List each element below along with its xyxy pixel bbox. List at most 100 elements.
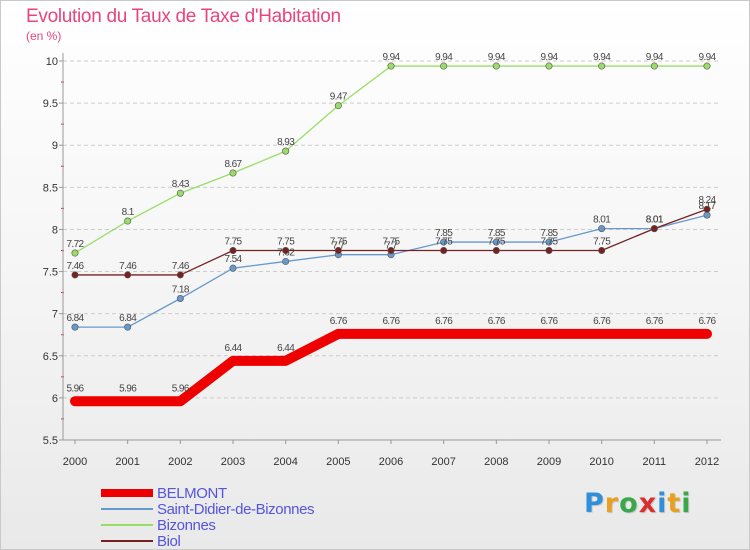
- data-point: [282, 247, 290, 255]
- legend-label: BELMONT: [157, 484, 227, 502]
- x-tick-label: 2000: [63, 456, 87, 468]
- data-point: [176, 189, 184, 197]
- legend-item: Biol: [101, 533, 314, 549]
- data-point: [334, 247, 342, 255]
- data-label: 7.75: [488, 237, 506, 248]
- data-point: [282, 147, 290, 155]
- data-label: 9.94: [540, 52, 558, 63]
- data-label: 7.18: [172, 285, 190, 296]
- data-label: 5.96: [66, 383, 84, 394]
- data-label: 8.93: [277, 137, 295, 148]
- data-point: [492, 238, 500, 246]
- data-label: 7.46: [119, 261, 137, 272]
- series-line-belmont: [70, 328, 712, 407]
- data-point: [71, 271, 79, 279]
- data-label: 6.44: [277, 343, 295, 354]
- data-label: 7.85: [488, 228, 506, 239]
- data-label: 6.76: [646, 316, 664, 327]
- data-label: 9.94: [382, 52, 400, 63]
- series-line-bizonnes: [74, 65, 708, 254]
- data-point: [229, 247, 237, 255]
- data-label: 9.94: [488, 52, 506, 63]
- data-label: 7.75: [382, 237, 400, 248]
- data-label: 6.76: [540, 316, 558, 327]
- data-point: [71, 323, 79, 331]
- x-tick-label: 2003: [221, 456, 245, 468]
- chart-legend: BELMONT Saint-Didier-de-Bizonnes Bizonnes B…: [101, 484, 315, 549]
- data-label: 7.54: [224, 254, 242, 265]
- data-label: 7.7: [385, 241, 398, 252]
- data-label: 7.75: [224, 237, 242, 248]
- data-label: 7.75: [435, 237, 453, 248]
- legend-label: Bizonnes: [157, 516, 216, 534]
- data-label: 6.84: [119, 313, 137, 324]
- data-label: 9.47: [330, 92, 348, 103]
- x-tick-label: 2001: [115, 456, 139, 468]
- data-label: 6.76: [593, 316, 611, 327]
- data-point: [282, 257, 290, 265]
- data-point: [545, 238, 553, 246]
- data-label: 8.43: [172, 179, 190, 190]
- legend-item: BELMONT: [101, 484, 314, 502]
- legend-item: Bizonnes: [101, 516, 314, 534]
- y-tick-label: 6: [52, 393, 58, 405]
- data-label: 7.75: [277, 237, 295, 248]
- x-tick-label: 2002: [168, 456, 192, 468]
- data-point: [124, 217, 132, 225]
- legend-swatch: [101, 508, 153, 510]
- x-tick-label: 2007: [431, 456, 455, 468]
- legend-swatch: [101, 489, 153, 497]
- data-label: 7.46: [172, 261, 190, 272]
- data-label: 7.75: [330, 237, 348, 248]
- data-point: [440, 238, 448, 246]
- y-tick-label: 9: [52, 140, 58, 152]
- data-label: 8.01: [646, 215, 664, 226]
- data-label: 6.76: [698, 316, 716, 327]
- proxiti-logo: Proxiti: [584, 488, 692, 519]
- x-tick-label: 2011: [643, 456, 667, 468]
- data-point: [176, 271, 184, 279]
- legend-label: Saint-Didier-de-Bizonnes: [157, 500, 315, 518]
- y-tick-label: 7: [52, 309, 58, 321]
- chart-unit-label: (en %): [26, 29, 62, 43]
- data-point: [440, 247, 448, 255]
- data-label: 6.44: [224, 343, 242, 354]
- data-point: [598, 225, 606, 233]
- data-label: 5.96: [172, 383, 190, 394]
- x-tick-label: 2009: [537, 456, 561, 468]
- data-point: [492, 247, 500, 255]
- data-label: 7.46: [66, 261, 84, 272]
- x-tick-label: 2004: [273, 456, 297, 468]
- y-tick-label: 8: [52, 224, 58, 236]
- data-label: 8.1: [122, 207, 135, 218]
- data-point: [703, 211, 711, 219]
- x-tick-label: 2005: [326, 456, 350, 468]
- data-point: [598, 62, 606, 70]
- data-label: 8.67: [224, 159, 242, 170]
- data-label: 7.7: [332, 241, 345, 252]
- y-tick-label: 7.5: [43, 267, 58, 279]
- data-point: [545, 247, 553, 255]
- data-label: 8.24: [698, 195, 716, 206]
- data-point: [650, 62, 658, 70]
- y-tick-label: 6.5: [43, 351, 58, 363]
- x-tick-label: 2008: [484, 456, 508, 468]
- data-point: [71, 249, 79, 257]
- chart-title: Evolution du Taux de Taxe d'Habitation: [26, 6, 341, 27]
- data-label: 9.94: [646, 52, 664, 63]
- x-tick-label: 2012: [695, 456, 719, 468]
- data-label: 7.72: [66, 239, 84, 250]
- y-tick-label: 8.5: [43, 182, 58, 194]
- data-label: 6.84: [66, 313, 84, 324]
- data-point: [176, 295, 184, 303]
- y-tick-label: 10: [46, 56, 58, 68]
- y-tick-label: 5.5: [43, 435, 58, 447]
- data-point: [387, 62, 395, 70]
- data-label: 8.01: [646, 215, 664, 226]
- data-point: [334, 102, 342, 110]
- x-tick-label: 2010: [589, 456, 613, 468]
- data-point: [229, 264, 237, 272]
- x-tick-label: 2006: [379, 456, 403, 468]
- data-label: 9.94: [593, 52, 611, 63]
